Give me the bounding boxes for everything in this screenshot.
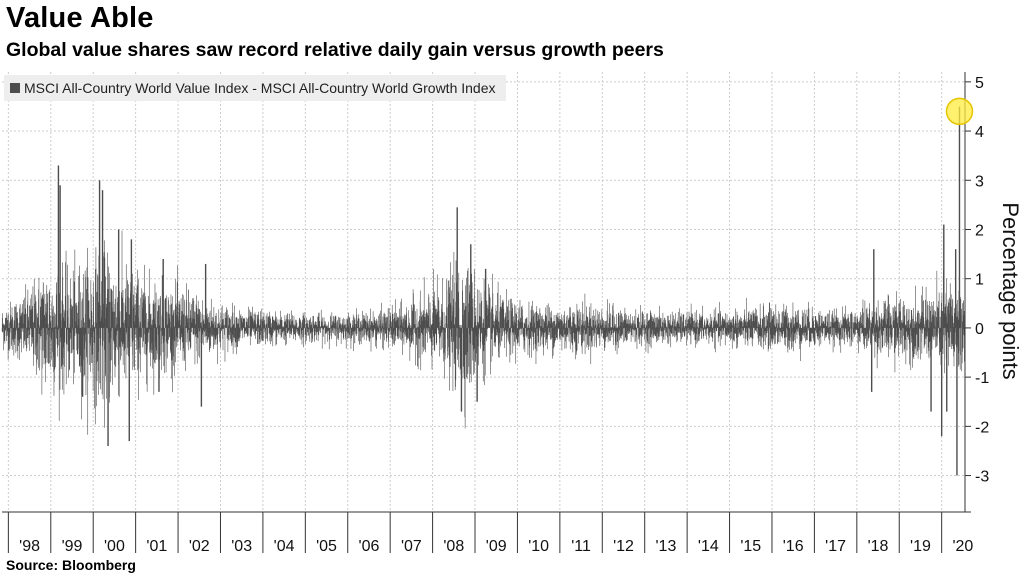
highlight-circle [945, 97, 974, 126]
y-tick-label: -2 [975, 419, 989, 436]
x-tick-label: '16 [783, 538, 804, 555]
chart-legend: MSCI All-Country World Value Index - MSC… [4, 75, 506, 101]
x-tick-label: '20 [952, 538, 973, 555]
y-axis-title: Percentage points [998, 202, 1023, 379]
x-tick-label: '98 [19, 538, 40, 555]
x-axis: '98 '99 '00 '01 '02 '03 '04 '05 '06 '07 '08 '09 '10 '… [2, 511, 973, 555]
x-tick-label: '04 [274, 538, 295, 555]
y-tick-label: -1 [975, 370, 989, 387]
x-tick-label: '10 [528, 538, 549, 555]
legend-swatch [10, 83, 20, 93]
x-tick-label: '17 [825, 538, 846, 555]
x-tick-label: '15 [740, 538, 761, 555]
source-note: Source: Bloomberg [6, 557, 136, 573]
y-tick-label: -3 [975, 469, 989, 486]
x-tick-label: '13 [655, 538, 676, 555]
x-tick-label: '03 [231, 538, 252, 555]
series-daily-bars [1, 230, 966, 435]
y-axis: -3 -2 -1 0 1 2 3 4 5 Percentage points [964, 72, 1023, 512]
x-tick-label: '99 [62, 538, 83, 555]
y-tick-label: 3 [975, 173, 984, 190]
y-tick-label: 5 [975, 75, 984, 92]
chart-bars [1, 106, 966, 476]
x-tick-label: '08 [443, 538, 464, 555]
x-tick-label: '05 [316, 538, 337, 555]
x-tick-label: '00 [104, 538, 125, 555]
legend-label: MSCI All-Country World Value Index - MSC… [24, 80, 496, 96]
x-tick-label: '07 [401, 538, 422, 555]
x-tick-label: '01 [146, 538, 167, 555]
x-tick-label: '11 [571, 538, 591, 555]
x-tick-label: '18 [868, 538, 889, 555]
x-tick-label: '14 [698, 538, 719, 555]
x-tick-label: '09 [486, 538, 507, 555]
y-tick-label: 0 [975, 321, 984, 338]
chart-grid [2, 72, 965, 510]
x-tick-label: '02 [189, 538, 210, 555]
y-tick-label: 2 [975, 222, 984, 239]
x-tick-label: '06 [359, 538, 380, 555]
chart-subtitle: Global value shares saw record relative … [6, 39, 664, 61]
y-tick-label: 4 [975, 124, 984, 141]
y-tick-label: 1 [975, 272, 984, 289]
chart-title: Value Able [6, 2, 154, 34]
x-tick-label: '12 [613, 538, 634, 555]
chart-annotations [945, 97, 974, 126]
x-tick-label: '19 [910, 538, 931, 555]
